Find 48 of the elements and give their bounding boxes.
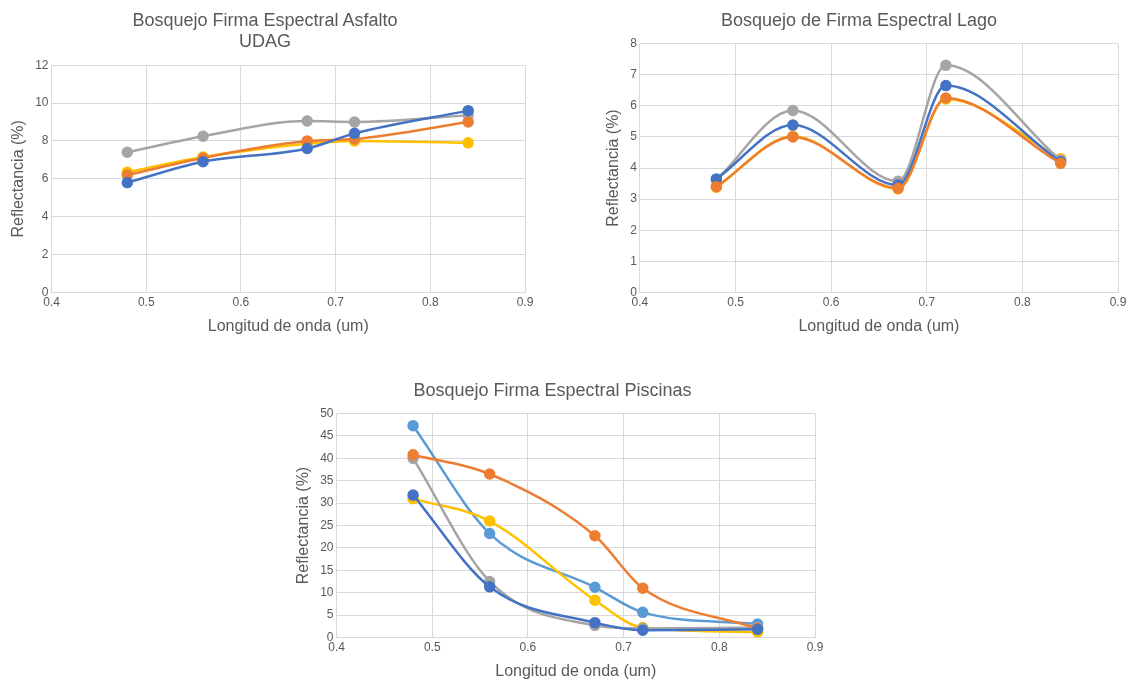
x-tick-label: 0.8 [1014, 294, 1032, 309]
y-axis-title: Reflectancia (%) [294, 466, 312, 585]
x-tick-label: 0.5 [727, 294, 745, 309]
y-axis-title: Reflectancia (%) [9, 120, 27, 238]
y-tick-label: 3 [630, 191, 638, 206]
x-tick-label: 0.8 [710, 639, 728, 654]
x-tick-label: 0.5 [423, 639, 441, 654]
x-tick-label: 0.6 [519, 639, 537, 654]
y-tick-label: 25 [320, 517, 334, 532]
y-tick-label: 40 [320, 450, 334, 465]
chart-title: Bosquejo Firma Espectral Asfalto UDAG [132, 9, 398, 52]
x-tick-label: 0.7 [615, 639, 633, 654]
y-tick-label: 10 [35, 95, 49, 110]
x-axis-title: Longitud de onda (um) [798, 316, 960, 334]
y-tick-label: 45 [320, 428, 334, 443]
y-tick-label: 8 [41, 133, 49, 148]
y-tick-label: 30 [320, 495, 334, 510]
x-tick-label: 0.9 [1109, 294, 1127, 309]
y-tick-label: 2 [41, 246, 49, 261]
x-tick-label: 0.7 [918, 294, 936, 309]
x-axis-title: Longitud de onda (um) [495, 661, 657, 679]
y-tick-label: 1 [630, 253, 638, 268]
x-tick-label: 0.8 [421, 294, 439, 309]
x-tick-label: 0.6 [822, 294, 840, 309]
x-tick-label: 0.6 [232, 294, 250, 309]
y-tick-label: 6 [41, 171, 49, 186]
y-tick-label: 15 [320, 562, 334, 577]
y-axis-title: Reflectancia (%) [604, 109, 622, 227]
x-tick-label: 0.7 [327, 294, 345, 309]
y-tick-label: 2 [630, 222, 638, 237]
y-tick-label: 50 [320, 405, 334, 420]
y-tick-label: 7 [630, 67, 638, 82]
x-tick-label: 0.9 [516, 294, 534, 309]
y-tick-label: 4 [630, 160, 638, 175]
x-tick-label: 0.5 [137, 294, 155, 309]
y-tick-label: 8 [630, 35, 638, 50]
chart-title: Bosquejo de Firma Espectral Lago [720, 9, 998, 30]
y-tick-label: 4 [41, 208, 49, 223]
y-tick-label: 12 [35, 57, 49, 72]
y-tick-label: 5 [326, 607, 334, 622]
x-axis-title: Longitud de onda (um) [207, 316, 369, 334]
y-tick-label: 10 [320, 584, 334, 599]
y-tick-label: 5 [630, 129, 638, 144]
y-tick-label: 35 [320, 473, 334, 488]
y-tick-label: 6 [630, 98, 638, 113]
y-tick-label: 20 [320, 540, 334, 555]
x-tick-label: 0.9 [806, 639, 824, 654]
chart-title: Bosquejo Firma Espectral Piscinas [413, 379, 692, 400]
